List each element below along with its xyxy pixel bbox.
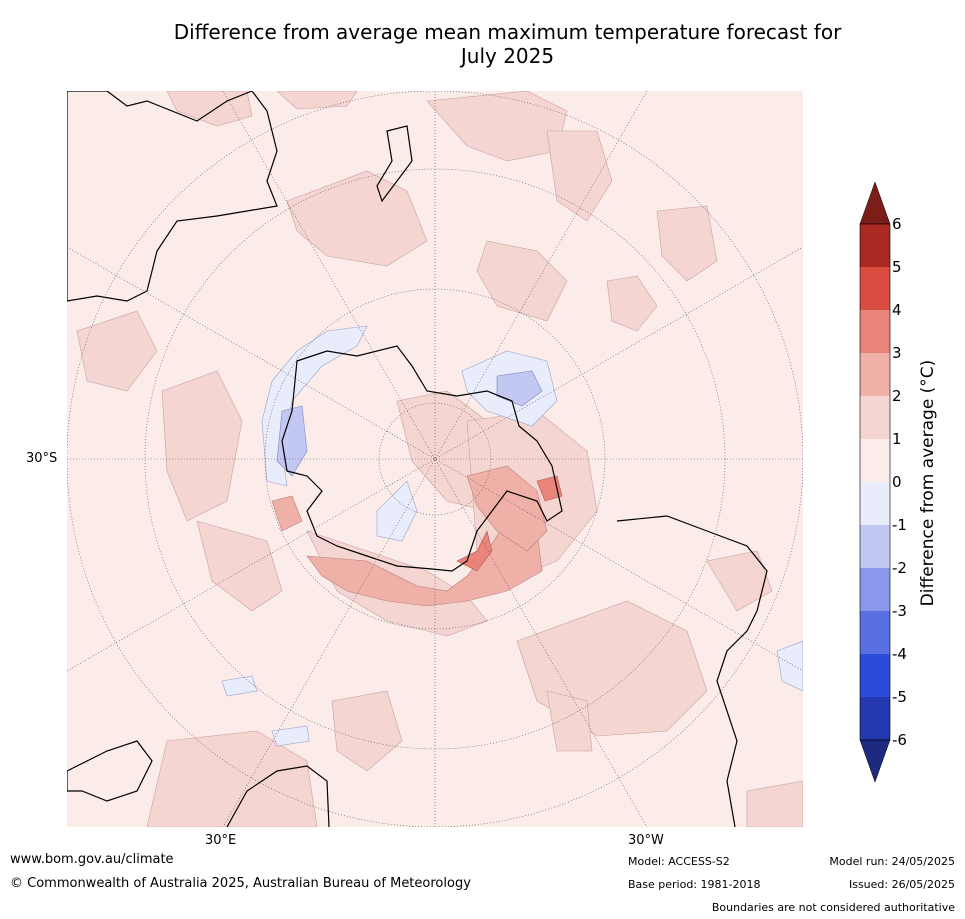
website-link[interactable]: www.bom.gov.au/climate [10, 852, 174, 867]
colorbar-band-m2-m1 [860, 525, 890, 568]
colorbar-tick-label: -3 [892, 602, 907, 620]
colorbar-tick-label: 4 [892, 301, 902, 319]
colorbar-tick-label: 3 [892, 344, 902, 362]
boundaries-disclaimer: Boundaries are not considered authoritat… [711, 901, 955, 914]
graticule [67, 91, 803, 827]
latitude-label-30s: 30°S [26, 451, 58, 466]
colorbar-outline [859, 223, 891, 741]
colorbar-ticks: 6 5 4 3 2 1 0 -1 -2 -3 -4 -5 -6 [892, 215, 907, 749]
issued-date: Issued: 26/05/2025 [848, 878, 955, 891]
colorbar-band-4-5 [860, 267, 890, 310]
colorbar-under-arrow [859, 739, 891, 783]
colorbar-band-2-3 [860, 353, 890, 396]
anomaly-2-3-regions [271, 465, 548, 607]
colorbar-band-m4-m3 [860, 611, 890, 654]
colorbar-band-0-1 [860, 439, 890, 482]
longitude-label-30e: 30°E [205, 833, 237, 848]
colorbar-svg: 6 5 4 3 2 1 0 -1 -2 -3 -4 -5 -6 [859, 181, 907, 783]
model-run-date: Model run: 24/05/2025 [829, 855, 955, 868]
anomaly-3-4-regions [456, 475, 563, 572]
map-canvas [67, 91, 803, 827]
colorbar-tick-label: 6 [892, 215, 902, 233]
title-line-1: Difference from average mean maximum tem… [173, 20, 842, 44]
colorbar-tick-label: -1 [892, 516, 907, 534]
base-period: Base period: 1981-2018 [628, 878, 761, 891]
colorbar-title: Difference from average (°C) [918, 359, 938, 607]
colorbar-tick-label: 5 [892, 258, 902, 276]
title-line-2: July 2025 [460, 44, 555, 68]
colorbar-tick-label: -5 [892, 688, 907, 706]
colorbar-band-m6-m5 [860, 697, 890, 740]
copyright-notice: © Commonwealth of Australia 2025, Austra… [10, 876, 471, 891]
colorbar-tick-label: 0 [892, 473, 902, 491]
coastlines [67, 91, 768, 827]
longitude-label-30w: 30°W [628, 833, 664, 848]
map-title: Difference from average mean maximum tem… [90, 20, 925, 68]
colorbar-band-m5-m4 [860, 654, 890, 697]
colorbar-band-5-6 [860, 224, 890, 267]
colorbar-band-3-4 [860, 310, 890, 353]
colorbar-tick-label: -6 [892, 731, 907, 749]
colorbar-tick-label: -2 [892, 559, 907, 577]
colorbar-band-1-2 [860, 396, 890, 439]
colorbar-band-m1-0 [860, 482, 890, 525]
polar-map [67, 91, 803, 827]
colorbar: 6 5 4 3 2 1 0 -1 -2 -3 -4 -5 -6 [858, 181, 928, 783]
model-name: Model: ACCESS-S2 [628, 855, 730, 868]
colorbar-over-arrow [859, 181, 891, 225]
colorbar-tick-label: 2 [892, 387, 902, 405]
colorbar-tick-label: 1 [892, 430, 902, 448]
colorbar-band-m3-m2 [860, 568, 890, 611]
colorbar-tick-label: -4 [892, 645, 907, 663]
